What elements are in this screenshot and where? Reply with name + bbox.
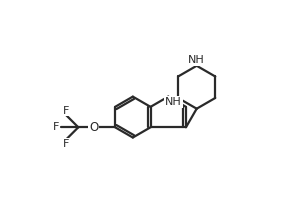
Text: NH: NH <box>165 97 182 107</box>
Text: O: O <box>89 121 98 134</box>
Text: NH: NH <box>188 55 205 65</box>
Text: F: F <box>53 122 59 132</box>
Text: F: F <box>63 139 69 149</box>
Text: F: F <box>63 106 69 116</box>
